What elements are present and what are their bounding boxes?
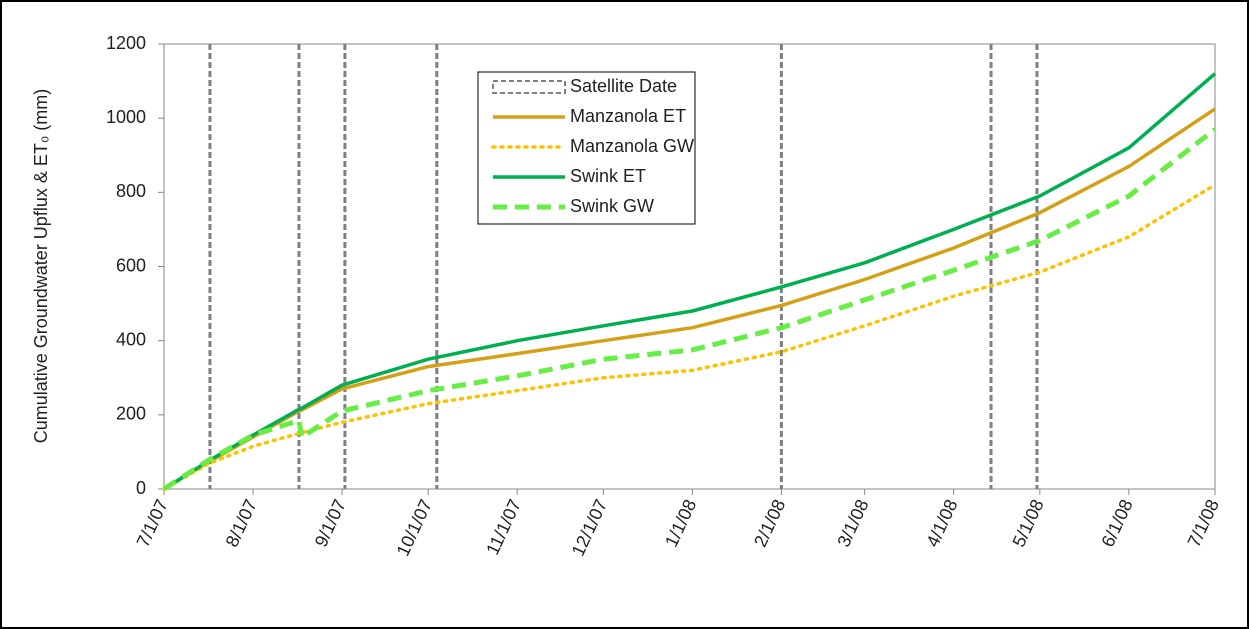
- y-tick-label: 800: [116, 181, 146, 201]
- y-tick-label: 1000: [106, 107, 146, 127]
- legend-swatch: [492, 80, 566, 94]
- series-line: [163, 72, 1217, 491]
- y-tick-label: 600: [116, 255, 146, 275]
- legend-label: Swink ET: [570, 166, 646, 186]
- y-tick-label: 0: [136, 478, 146, 498]
- y-axis-label: Cumulative Groundwater Upflux & ET₀ (mm): [31, 89, 51, 444]
- legend-label: Manzanola GW: [570, 136, 694, 156]
- legend-box: [477, 71, 696, 225]
- legend-label: Manzanola ET: [570, 106, 686, 126]
- y-tick-label: 200: [116, 404, 146, 424]
- series-line: [162, 127, 1217, 492]
- y-tick-label: 1200: [106, 33, 146, 53]
- legend-label: Swink GW: [570, 196, 654, 216]
- series-line: [162, 183, 1217, 491]
- legend-label: Satellite Date: [570, 76, 677, 96]
- y-tick-label: 400: [116, 329, 146, 349]
